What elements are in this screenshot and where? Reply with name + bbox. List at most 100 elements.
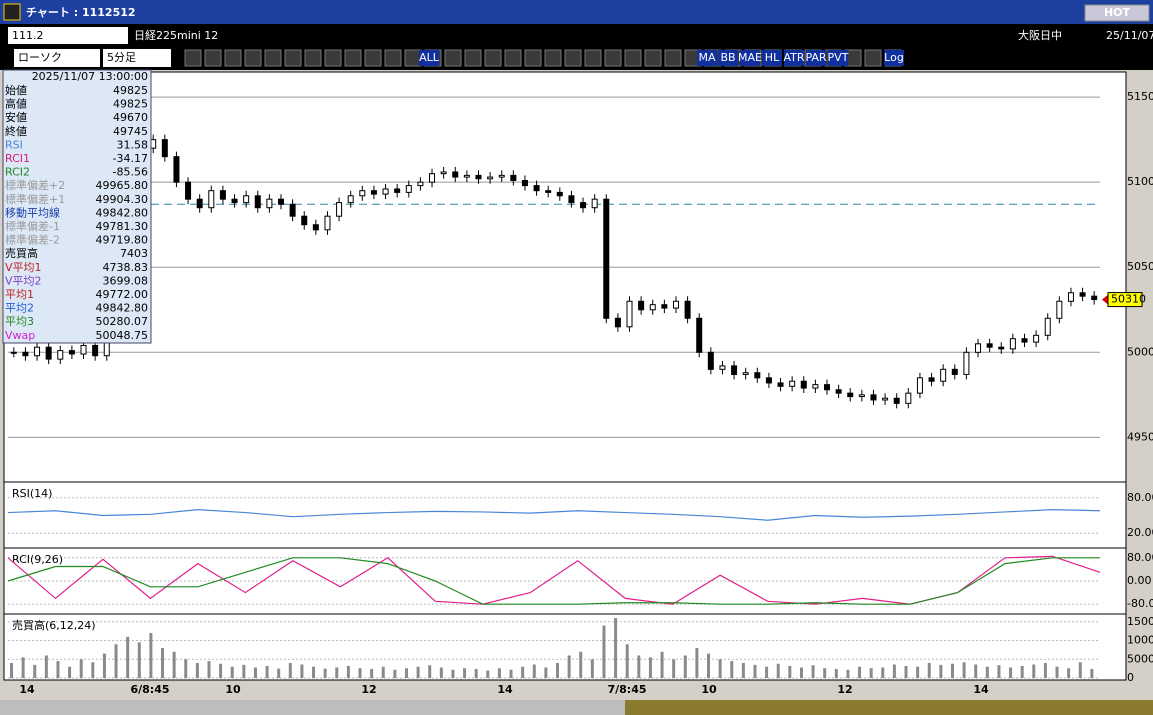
tool-button[interactable] xyxy=(806,50,826,66)
y-tick-label: -80.00 xyxy=(1127,597,1153,610)
volume-bar xyxy=(544,667,548,678)
volume-bar xyxy=(195,663,199,678)
tool-button[interactable] xyxy=(884,50,904,66)
tool-button[interactable] xyxy=(740,50,760,66)
x-tick-label: 12 xyxy=(361,683,376,696)
tool-button[interactable] xyxy=(784,50,804,66)
hot-button[interactable] xyxy=(1084,4,1150,22)
x-tick-label: 14 xyxy=(19,683,35,696)
tool-button-label: PVT xyxy=(828,51,849,64)
y-tick-label: 20.00 xyxy=(1127,526,1153,539)
chart-type-select[interactable] xyxy=(14,49,100,67)
info-value: -34.17 xyxy=(113,152,148,165)
volume-bar xyxy=(741,663,745,678)
candle-body xyxy=(336,202,343,217)
tool-icon xyxy=(564,49,582,67)
candle-body xyxy=(963,351,970,375)
x-tick-label: 14 xyxy=(497,683,513,696)
candle-body xyxy=(975,343,982,353)
scrollbar-thumb[interactable] xyxy=(625,700,1153,715)
tool-button[interactable] xyxy=(762,50,782,66)
interval-select[interactable] xyxy=(103,49,171,67)
candle-body xyxy=(440,171,447,175)
candle-body xyxy=(370,190,377,195)
volume-bar xyxy=(404,668,408,678)
volume-bar xyxy=(590,659,594,678)
code-select[interactable] xyxy=(8,27,128,44)
info-label: 安値 xyxy=(5,110,27,124)
volume-bar xyxy=(346,666,350,678)
volume-bar xyxy=(753,664,757,678)
x-tick-label: 10 xyxy=(701,683,717,696)
info-value: 31.58 xyxy=(117,138,149,151)
candle-body xyxy=(638,300,645,311)
candle-body xyxy=(521,179,528,187)
tool-icon xyxy=(364,49,382,67)
candle-body xyxy=(707,351,714,370)
volume-bar xyxy=(648,657,652,678)
interval: 5分足 xyxy=(107,51,136,64)
candle-body xyxy=(835,389,842,394)
info-value: 4738.83 xyxy=(103,261,149,274)
volume-bar xyxy=(312,666,316,678)
tool-button[interactable] xyxy=(828,50,848,66)
candle-body xyxy=(1079,292,1086,297)
candle-body xyxy=(812,384,819,389)
tool-button[interactable] xyxy=(697,50,717,66)
volume-bar xyxy=(323,668,327,678)
info-value: 49825 xyxy=(113,98,148,111)
volume-bar xyxy=(521,666,525,678)
volume-bar xyxy=(161,648,165,678)
volume-bar xyxy=(21,657,25,678)
candle-body xyxy=(278,198,284,205)
candle-body xyxy=(696,317,703,353)
info-value: 49965.80 xyxy=(96,179,149,192)
info-value: 7403 xyxy=(120,247,148,260)
info-value: 49904.30 xyxy=(96,193,149,206)
tool-button[interactable] xyxy=(419,50,439,66)
tool-icon xyxy=(324,49,342,67)
candle-body xyxy=(905,392,912,404)
candle-body xyxy=(475,174,482,180)
info-value: 49781.30 xyxy=(96,220,149,233)
volume-bar xyxy=(858,666,862,678)
y-tick-label: 5000 xyxy=(1127,652,1153,665)
tool-button[interactable] xyxy=(718,50,738,66)
volume-bar xyxy=(1043,663,1047,678)
candle-body xyxy=(533,185,540,192)
info-value: 49670 xyxy=(113,111,148,124)
volume-bar xyxy=(776,663,780,678)
volume-bar xyxy=(230,666,234,678)
candle-body xyxy=(858,394,865,398)
candle-body xyxy=(847,392,854,398)
tool-icon xyxy=(544,49,562,67)
volume-bar xyxy=(950,663,954,678)
volume-bar xyxy=(892,664,896,678)
candle-body xyxy=(463,174,470,178)
info-value: -85.56 xyxy=(113,166,148,179)
candle-body xyxy=(882,397,889,401)
tool-button-label: MA xyxy=(698,51,715,64)
info-label: 標準偏差-1 xyxy=(5,219,60,233)
candle-body xyxy=(359,190,366,197)
tool-icon xyxy=(304,49,322,67)
x-tick-label: 7/8:45 xyxy=(607,683,646,696)
panel-title: 売買高(6,12,24) xyxy=(12,618,96,632)
info-label: 標準偏差+2 xyxy=(5,178,65,192)
volume-bar xyxy=(486,670,490,678)
candle-body xyxy=(545,190,552,193)
candle-body xyxy=(580,202,587,209)
y-tick-label: 80.00 xyxy=(1127,551,1153,564)
candle-body xyxy=(394,188,401,193)
info-value: 49825 xyxy=(113,84,148,97)
volume-bar xyxy=(451,669,455,678)
info-value: 49842.80 xyxy=(96,206,149,219)
candle-body xyxy=(185,181,192,200)
volume-bar xyxy=(497,668,501,678)
volume-bar xyxy=(823,668,827,678)
volume-bar xyxy=(126,636,130,678)
volume-bar xyxy=(253,667,257,678)
volume-bar xyxy=(846,669,850,678)
